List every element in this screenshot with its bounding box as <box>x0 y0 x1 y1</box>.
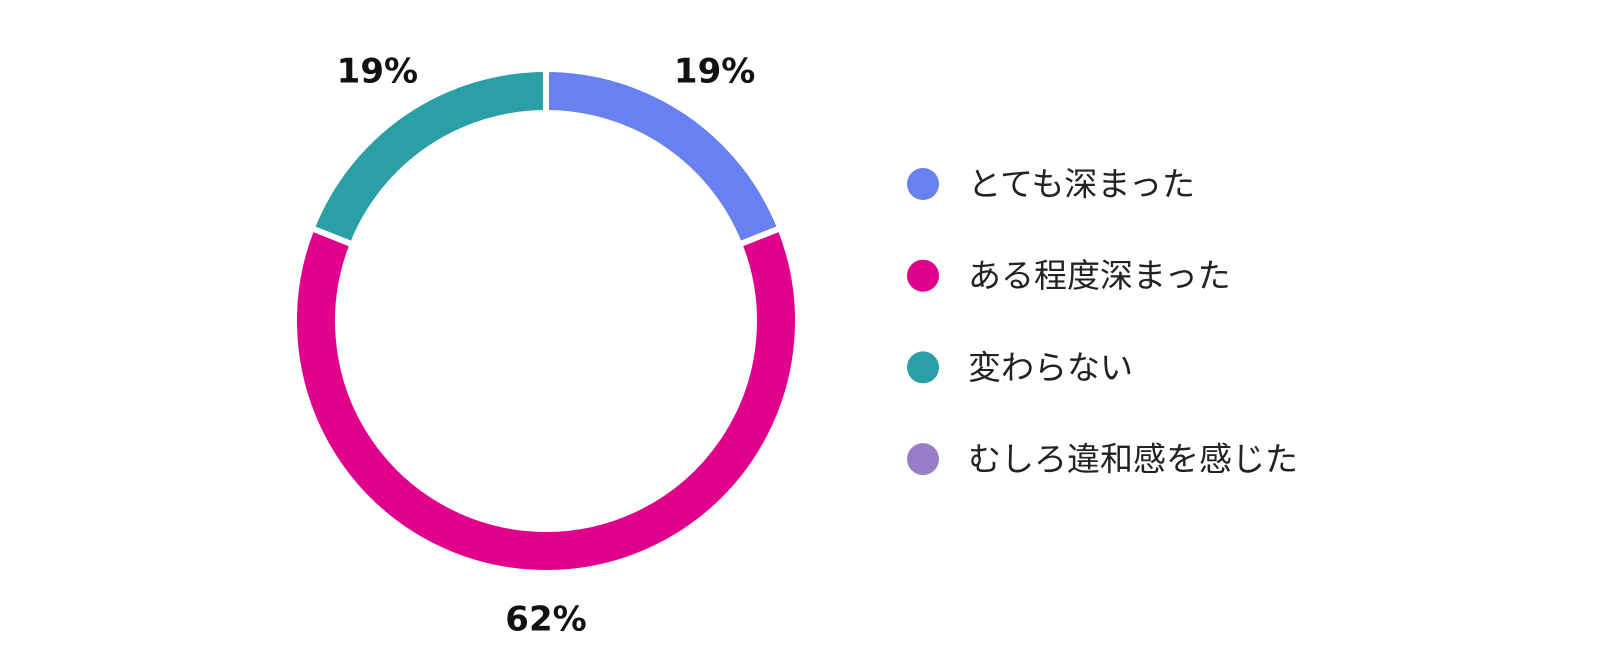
legend-marker <box>907 351 939 384</box>
donut-slice <box>543 65 785 249</box>
legend-label: とても深まった <box>968 165 1195 204</box>
data-label: 19% <box>337 51 418 91</box>
legend-label: むしろ違和感を感じた <box>968 440 1298 479</box>
legend-marker <box>907 168 939 200</box>
legend-label: ある程度深まった <box>968 256 1231 295</box>
donut-slice <box>307 65 549 249</box>
data-label: 62% <box>505 600 586 640</box>
legend-marker <box>907 443 939 476</box>
data-label: 19% <box>674 51 755 91</box>
donut-slice <box>291 224 801 576</box>
legend-label: 変わらない <box>968 348 1133 387</box>
legend-marker <box>907 259 939 292</box>
